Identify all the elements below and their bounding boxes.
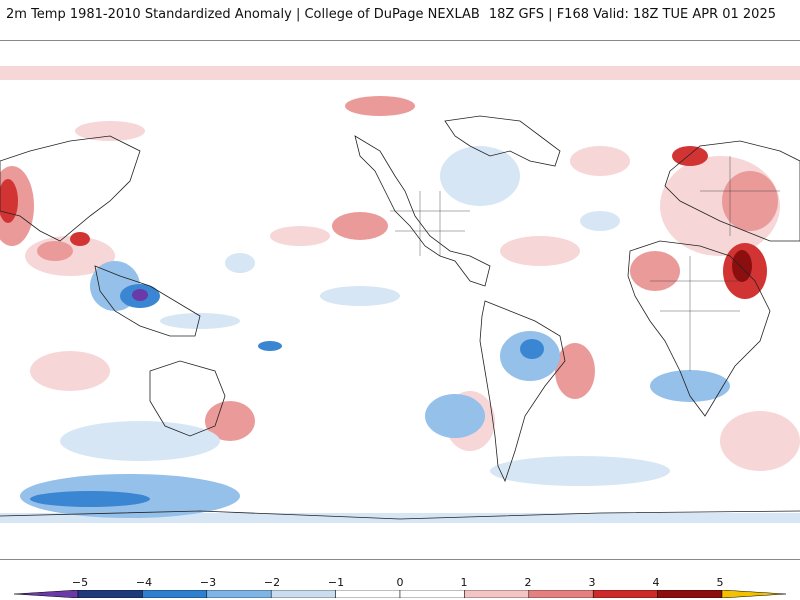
colorbar-tick-label: 5 [716,576,724,589]
colorbar-segment [657,590,723,598]
arctic-warm-band [0,66,800,80]
colorbar-segment [206,590,272,598]
colorbar-segment [142,590,208,598]
colorbar-tick-label: 4 [652,576,660,589]
colorbar-tick-label: 1 [460,576,468,589]
anomaly-map[interactable] [0,40,800,560]
asia-outline [0,135,141,242]
arctic-islands-outline [444,115,561,167]
model-run-info: 18Z GFS | F168 Valid: 18Z TUE APR 01 202… [488,7,776,22]
colorbar-segment [335,590,401,598]
europe-outline [664,140,800,242]
colorbar-segment [464,590,530,598]
africa-outline [627,240,771,417]
colorbar-tick-label: 3 [588,576,596,589]
colorbar-tick-label: −2 [263,576,281,589]
colorbar-tick-label: −3 [199,576,217,589]
cool-anomaly-regions [20,146,730,518]
australia-outline [149,360,226,437]
map-svg [0,66,800,523]
colorbar-tick-label: −4 [135,576,153,589]
colorbar-segment [528,590,594,598]
map-title: 2m Temp 1981-2010 Standardized Anomaly |… [6,7,480,22]
colorbar-min-extension [13,590,79,598]
maritime-continent-outline [94,265,201,337]
colorbar-tick-label: 0 [396,576,404,589]
north-america-outline [354,135,491,287]
colorbar-tick-label: −1 [327,576,345,589]
colorbar: −5 −4 −3 −2 −1 0 1 2 3 4 5 [0,568,800,600]
antarctica-outline [0,510,800,520]
political-boundaries [390,156,780,371]
antarctic-cool-band [0,513,800,523]
header: 2m Temp 1981-2010 Standardized Anomaly |… [0,0,800,30]
colorbar-tick-label: −5 [71,576,89,589]
coastlines [0,115,800,520]
colorbar-segment [77,590,143,598]
colorbar-segment [270,590,336,598]
colorbar-tick-label: 2 [524,576,532,589]
colorbar-max-extension [721,590,787,598]
colorbar-scale [13,590,787,598]
colorbar-segment [592,590,658,598]
colorbar-segment [399,590,465,598]
south-america-outline [479,300,566,483]
